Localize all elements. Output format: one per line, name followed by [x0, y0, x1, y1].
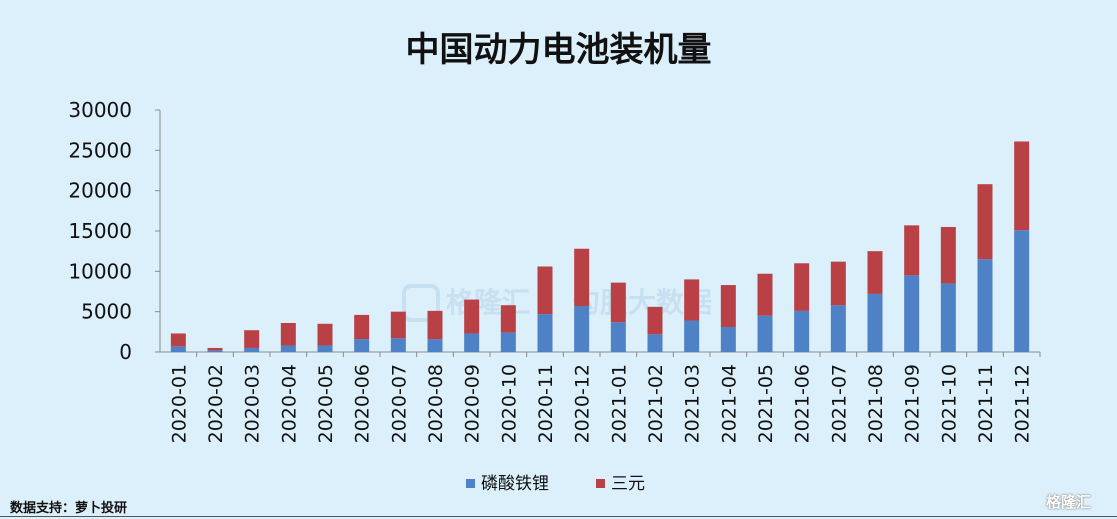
y-tick-label: 20000	[68, 179, 132, 203]
bar-ncm-2020-04	[280, 322, 296, 346]
y-ticks: 30000 25000 20000 15000 10000 5000 0	[68, 98, 160, 364]
x-tick-label: 2021-07	[828, 364, 850, 443]
bar-lfp-2021-11	[977, 259, 993, 352]
watermark-logo-icon	[402, 284, 440, 322]
x-tick-label: 2020-10	[498, 364, 520, 443]
bar-lfp-2021-02	[647, 334, 663, 352]
x-tick-label: 2021-09	[902, 364, 924, 443]
bar-lfp-2020-12	[574, 306, 590, 352]
bar-ncm-2021-12	[1014, 141, 1030, 231]
bar-ncm-2020-10	[500, 305, 516, 333]
bar-ncm-2021-05	[757, 273, 773, 316]
x-tick-label: 2020-03	[242, 364, 264, 443]
legend-swatch-ncm	[596, 479, 605, 488]
bar-lfp-2020-05	[317, 345, 333, 352]
bar-lfp-2020-03	[244, 347, 260, 352]
bar-lfp-2021-01	[610, 322, 626, 352]
bar-ncm-2020-07	[390, 311, 406, 339]
bar-lfp-2021-04	[720, 326, 736, 352]
bar-ncm-2021-08	[867, 251, 883, 294]
x-tick-label: 2020-11	[535, 364, 557, 443]
bar-lfp-2021-03	[684, 320, 700, 352]
y-tick-label: 10000	[68, 259, 132, 283]
bar-ncm-2021-02	[647, 306, 663, 335]
legend-swatch-lfp	[466, 479, 475, 488]
bar-lfp-2020-01	[170, 346, 186, 352]
x-tick-label: 2021-01	[608, 364, 630, 443]
x-tick-label: 2020-07	[388, 364, 410, 443]
x-tick-label: 2020-09	[462, 364, 484, 443]
y-tick-label: 25000	[68, 138, 132, 162]
bar-lfp-2021-12	[1014, 230, 1030, 352]
source-note: 数据支持：萝卜投研	[10, 501, 128, 516]
bar-lfp-2020-09	[464, 333, 480, 352]
x-tick-label: 2021-03	[682, 364, 704, 443]
legend-label-ncm: 三元	[611, 474, 645, 494]
bar-lfp-2021-05	[757, 315, 773, 352]
x-tick-label: 2020-04	[278, 364, 300, 443]
bar-lfp-2020-10	[500, 332, 516, 352]
x-ticks: 2020-01 2020-02 2020-03 2020-04 2020-05 2020-…	[168, 352, 1041, 443]
bar-ncm-2021-04	[720, 285, 736, 327]
bar-ncm-2021-09	[904, 225, 920, 276]
x-tick-label: 2021-12	[1012, 364, 1034, 443]
bar-lfp-2020-07	[390, 338, 406, 352]
bar-lfp-2021-10	[940, 283, 956, 352]
bar-ncm-2020-06	[354, 314, 370, 340]
bar-ncm-2020-11	[537, 266, 553, 315]
bar-lfp-2021-09	[904, 275, 920, 352]
bar-ncm-2020-05	[317, 323, 333, 346]
x-tick-label: 2020-06	[352, 364, 374, 443]
bar-lfp-2020-08	[427, 339, 443, 352]
bar-ncm-2020-02	[207, 347, 223, 351]
x-tick-label: 2021-02	[645, 364, 667, 443]
bars	[170, 141, 1030, 352]
bar-ncm-2020-01	[170, 333, 186, 347]
bar-ncm-2021-07	[830, 261, 846, 306]
bar-ncm-2020-12	[574, 248, 590, 307]
bar-ncm-2021-10	[940, 226, 956, 284]
x-tick-label: 2020-02	[205, 364, 227, 443]
x-tick-label: 2020-05	[315, 364, 337, 443]
bar-lfp-2021-06	[794, 310, 810, 352]
y-tick-label: 5000	[81, 300, 132, 324]
chart-title: 中国动力电池装机量	[405, 30, 712, 70]
watermark-brand: 格隆汇	[1046, 493, 1092, 511]
x-tick-label: 2021-10	[938, 364, 960, 443]
x-tick-label: 2020-12	[572, 364, 594, 443]
bar-lfp-2021-07	[830, 305, 846, 352]
x-tick-label: 2021-05	[755, 364, 777, 443]
x-tick-label: 2020-08	[425, 364, 447, 443]
bar-ncm-2021-06	[794, 263, 810, 311]
bar-lfp-2020-02	[207, 350, 223, 352]
bar-ncm-2021-01	[610, 282, 626, 323]
bar-ncm-2020-08	[427, 310, 443, 340]
y-tick-label: 15000	[68, 219, 132, 243]
x-tick-label: 2021-11	[975, 364, 997, 443]
bar-lfp-2020-11	[537, 314, 553, 352]
legend-label-lfp: 磷酸铁锂	[481, 474, 549, 494]
x-tick-label: 2021-06	[792, 364, 814, 443]
bar-ncm-2021-03	[684, 279, 700, 321]
x-tick-label: 2021-04	[718, 364, 740, 443]
y-tick-label: 0	[119, 340, 132, 364]
bar-ncm-2021-11	[977, 184, 993, 260]
bar-lfp-2021-08	[867, 293, 883, 352]
bar-ncm-2020-09	[464, 299, 480, 334]
x-tick-label: 2021-08	[865, 364, 887, 443]
bar-ncm-2020-03	[244, 330, 260, 348]
x-tick-label: 2020-01	[168, 364, 190, 443]
source-divider	[0, 516, 1117, 517]
watermark-layer: 格隆汇 勾股大数据	[402, 284, 712, 322]
legend: 磷酸铁锂 三元	[466, 474, 645, 494]
bar-lfp-2020-04	[280, 345, 296, 352]
watermark-text-glh: 格隆汇	[446, 286, 530, 319]
y-tick-label: 30000	[68, 98, 132, 122]
bar-lfp-2020-06	[354, 339, 370, 352]
